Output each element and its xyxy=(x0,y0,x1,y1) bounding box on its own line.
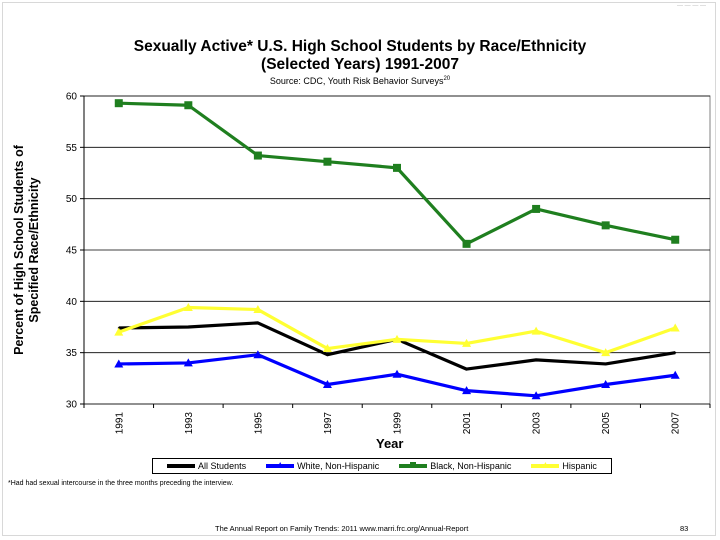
data-point xyxy=(604,362,607,365)
x-axis-label: Year xyxy=(376,436,404,451)
legend-marker xyxy=(410,462,417,468)
data-point xyxy=(671,235,680,244)
data-point xyxy=(670,370,680,379)
data-point xyxy=(183,302,193,311)
data-point xyxy=(531,391,541,400)
y-tick-label: 55 xyxy=(66,143,78,154)
data-point xyxy=(326,353,329,356)
x-tick-label: 2003 xyxy=(532,412,543,435)
x-tick-label: 1999 xyxy=(393,412,404,435)
data-point xyxy=(253,305,263,314)
x-tick-label: 2007 xyxy=(671,412,682,435)
y-tick-label: 35 xyxy=(66,348,78,359)
data-point xyxy=(253,151,262,160)
data-point xyxy=(462,386,472,395)
legend-item: Black, Non-Hispanic xyxy=(399,461,511,471)
data-point xyxy=(187,326,190,328)
legend-swatch xyxy=(399,462,428,468)
page-number: 83 xyxy=(680,524,689,533)
data-point xyxy=(253,350,263,359)
x-tick-label: 1995 xyxy=(253,412,264,435)
data-point xyxy=(392,369,402,378)
data-point xyxy=(184,101,193,110)
legend-swatch xyxy=(266,462,295,468)
legend-label: White, Non-Hispanic xyxy=(297,461,380,471)
data-point xyxy=(601,221,610,230)
data-point xyxy=(392,334,402,343)
footnote: *Had had sexual intercourse in the three… xyxy=(8,480,234,487)
x-tick-label: 2005 xyxy=(601,412,612,435)
data-point xyxy=(393,163,401,172)
source-ref: 20 xyxy=(443,76,451,82)
chart-legend: All Students White, Non-Hispanic Black, No… xyxy=(152,458,612,474)
legend-label: Hispanic xyxy=(562,461,597,471)
data-point xyxy=(183,358,193,367)
data-point xyxy=(114,359,124,368)
x-tick-label: 1997 xyxy=(323,412,334,435)
data-point xyxy=(323,157,332,166)
data-point xyxy=(532,204,541,213)
data-point xyxy=(322,344,332,353)
chart-source: Source: CDC, Youth Risk Behavior Surveys… xyxy=(0,76,720,86)
chart-title: Sexually Active* U.S. High School Studen… xyxy=(133,38,587,55)
legend-item: All Students xyxy=(167,461,246,471)
data-point xyxy=(322,379,332,388)
data-point xyxy=(114,327,124,336)
data-point xyxy=(256,321,259,324)
legend-item: White, Non-Hispanic xyxy=(266,461,379,471)
legend-label: All Students xyxy=(198,461,247,471)
footer-text: The Annual Report on Family Trends: 2011… xyxy=(215,524,469,533)
legend-swatch xyxy=(167,464,196,468)
legend-marker xyxy=(542,462,549,468)
y-tick-label: 45 xyxy=(66,246,78,257)
data-point xyxy=(670,323,680,332)
data-point xyxy=(601,379,611,388)
data-point xyxy=(674,351,677,354)
source-text: Source: CDC, Youth Risk Behavior Surveys xyxy=(269,76,444,86)
legend-swatch xyxy=(531,462,560,468)
y-tick-label: 30 xyxy=(66,400,78,411)
x-tick-label: 1991 xyxy=(114,412,125,435)
data-point xyxy=(462,239,471,248)
data-point xyxy=(531,326,541,335)
chart-subtitle: (Selected Years) 1991-2007 xyxy=(261,56,459,73)
y-tick-label: 60 xyxy=(66,92,78,103)
data-point xyxy=(462,338,472,347)
data-point xyxy=(601,348,611,357)
legend-label: Black, Non-Hispanic xyxy=(430,461,512,471)
legend-marker xyxy=(277,462,284,468)
x-tick-label: 2001 xyxy=(462,412,473,435)
data-point xyxy=(465,368,468,371)
legend-item: Hispanic xyxy=(531,461,597,471)
corner-mark: — — — — xyxy=(676,3,706,9)
data-point xyxy=(114,99,123,108)
data-point xyxy=(535,358,538,361)
y-tick-label: 40 xyxy=(66,297,78,308)
x-tick-label: 1993 xyxy=(184,412,195,435)
y-tick-label: 50 xyxy=(66,194,78,205)
